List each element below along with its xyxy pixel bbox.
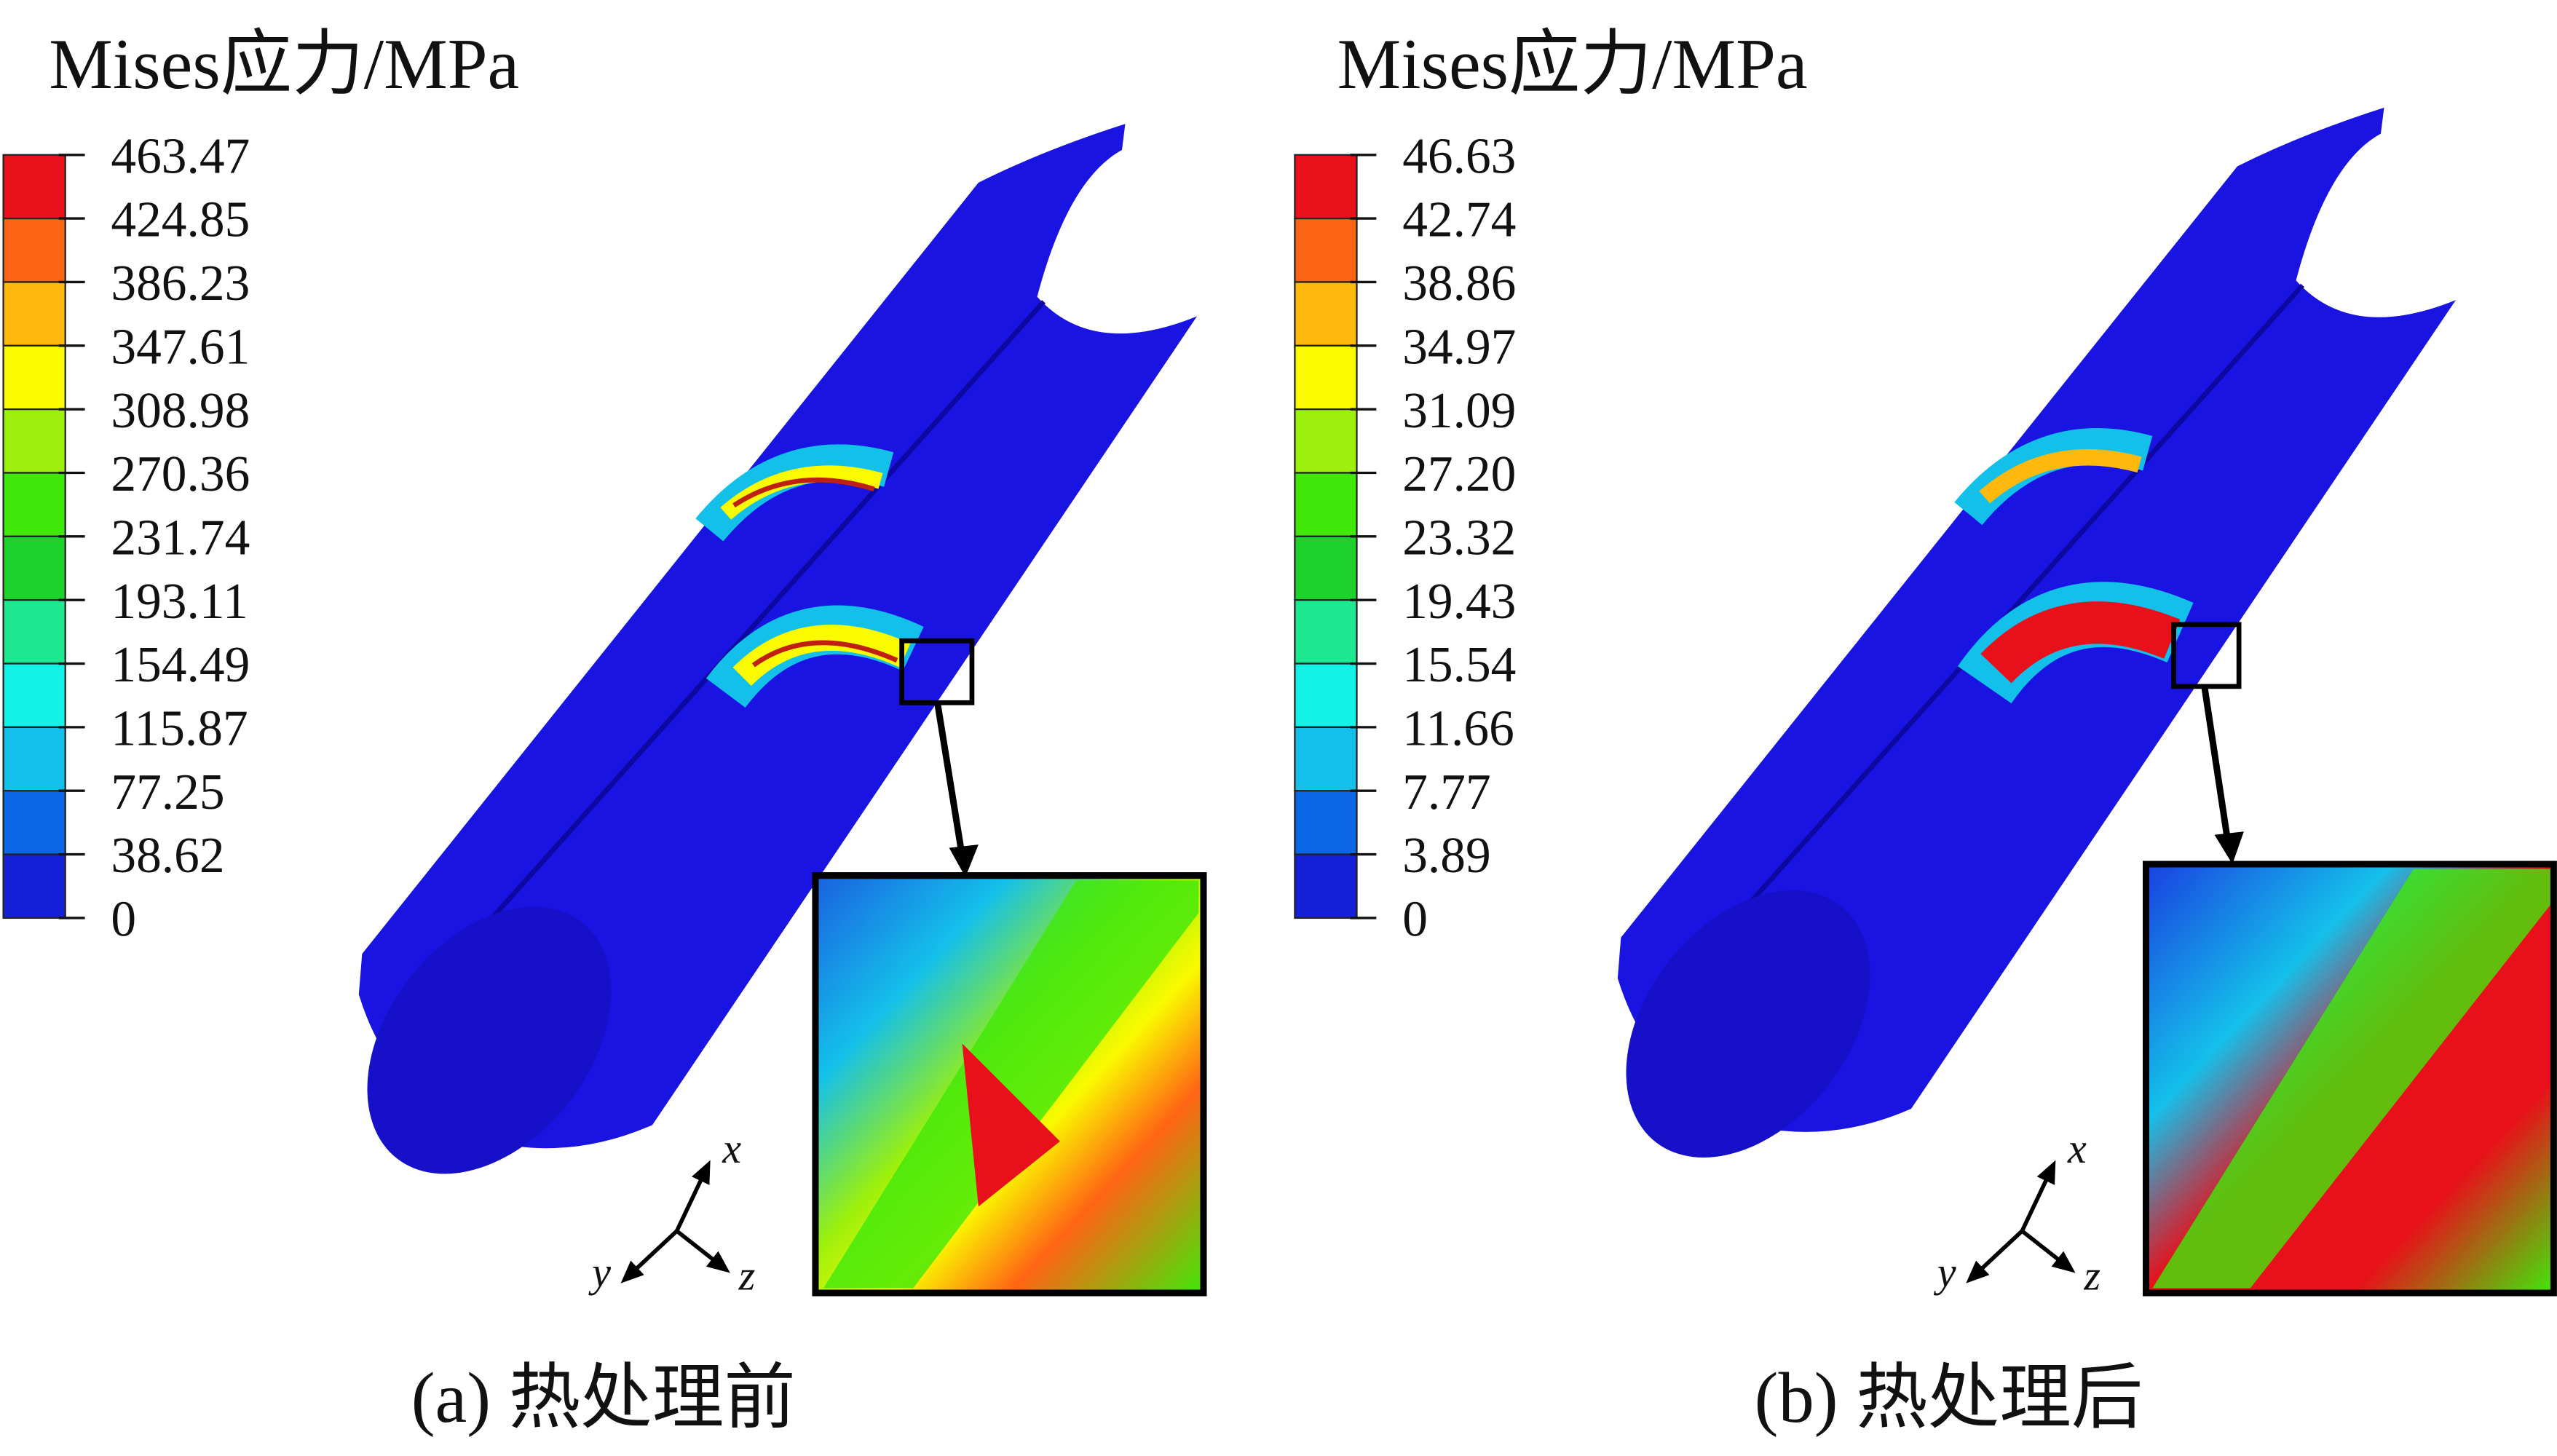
- legend-value: 31.09: [1402, 383, 1516, 439]
- legend-value: 0: [1402, 892, 1428, 948]
- color-legend: 463.47 424.85 386.23 347.61 308.98 270.36 231.…: [2, 128, 250, 948]
- detail-inset: [2143, 860, 2557, 1297]
- inset-edge: [2152, 869, 2550, 1289]
- stress-ring-lower-core: [1980, 601, 2181, 684]
- legend-value: 308.98: [111, 383, 250, 439]
- legend-band: [2, 535, 66, 601]
- axis-y-arrowhead: [620, 1260, 644, 1283]
- caption: (b) 热处理后: [1755, 1358, 2143, 1438]
- legend-value: 34.97: [1402, 319, 1516, 375]
- legend-value: 154.49: [111, 637, 250, 693]
- legend-value: 15.54: [1402, 637, 1516, 693]
- legend-band: [1294, 472, 1358, 537]
- legend-value: 77.25: [111, 764, 224, 820]
- axis-x-arrowhead: [692, 1160, 711, 1185]
- legend-band: [1294, 726, 1358, 792]
- legend-band: [1294, 662, 1358, 728]
- legend-band: [1294, 599, 1358, 665]
- inset-frame: [2143, 860, 2557, 1297]
- pipe: [1617, 107, 2457, 1158]
- legend-value: 38.62: [111, 828, 224, 884]
- legend-band: [2, 726, 66, 792]
- axis-triad: x y z: [1934, 1125, 2100, 1299]
- axis-z-arrowhead: [706, 1251, 730, 1273]
- legend-title: Mises应力/MPa: [49, 25, 519, 104]
- legend-band: [2, 472, 66, 537]
- pipe-end-face: [1626, 890, 1870, 1158]
- axis-x-label: x: [722, 1125, 741, 1172]
- legend-band: [1294, 217, 1358, 283]
- axis-x-arrowhead: [2036, 1160, 2056, 1185]
- legend-band: [1294, 790, 1358, 855]
- detail-arrow-head: [949, 844, 979, 877]
- legend-band: [1294, 281, 1358, 347]
- detail-arrow: [2201, 687, 2231, 841]
- legend-value: 270.36: [111, 446, 250, 502]
- color-legend: 46.63 42.74 38.86 34.97 31.09 27.20 23.32 19.43…: [1294, 128, 1516, 948]
- legend-band: [1294, 853, 1358, 919]
- legend-band: [1294, 344, 1358, 411]
- legend-value: 0: [111, 892, 136, 948]
- detail-inset: [812, 872, 1207, 1297]
- inset-frame: [812, 872, 1207, 1297]
- legend-value: 27.20: [1402, 446, 1516, 502]
- legend-band: [2, 790, 66, 855]
- axis-y-arrowhead: [1966, 1260, 1990, 1283]
- detail-marker-box: [2171, 622, 2242, 689]
- legend-band: [1294, 154, 1358, 220]
- axis-y-label: y: [1934, 1249, 1956, 1296]
- legend-band: [2, 154, 66, 220]
- legend-band: [2, 599, 66, 665]
- legend-value: 19.43: [1402, 574, 1516, 630]
- legend-value: 115.87: [111, 701, 248, 757]
- axis-y-label: y: [588, 1249, 611, 1296]
- legend-value: 463.47: [111, 128, 250, 184]
- panel-a: Mises应力/MPa 463.47 424.85 386.23 347.61 308.…: [2, 25, 1207, 1438]
- caption: (a) 热处理前: [411, 1358, 796, 1438]
- legend-value: 386.23: [111, 256, 250, 312]
- legend-value: 23.32: [1402, 510, 1516, 566]
- legend-value: 7.77: [1402, 764, 1490, 820]
- legend-value: 231.74: [111, 510, 250, 566]
- legend-value: 424.85: [111, 192, 250, 248]
- legend-band: [2, 408, 66, 474]
- stress-ring-lower-peak: [751, 640, 898, 668]
- legend-band: [2, 853, 66, 919]
- detail-arrow: [934, 703, 965, 857]
- legend-band: [1294, 535, 1358, 601]
- axis-triad: x y z: [588, 1125, 755, 1299]
- axis-z-arrowhead: [2051, 1251, 2076, 1273]
- detail-marker-box: [899, 638, 975, 705]
- pipe-end-face: [367, 906, 612, 1174]
- pipe-inner-groove: [1746, 283, 2304, 907]
- legend-value: 193.11: [111, 574, 248, 630]
- inset-edge: [823, 880, 1199, 1289]
- inset-hotspot: [962, 1043, 1060, 1207]
- pipe: [358, 124, 1198, 1174]
- legend-band: [1294, 408, 1358, 474]
- legend-value: 347.61: [111, 319, 250, 375]
- legend-value: 38.86: [1402, 256, 1516, 312]
- stress-ring-upper-peak: [732, 477, 875, 508]
- legend-band: [2, 217, 66, 283]
- pipe-inner-groove: [487, 300, 1046, 923]
- legend-band: [2, 281, 66, 347]
- axis-x-label: x: [2067, 1125, 2087, 1172]
- panel-b: Mises应力/MPa 46.63 42.74 38.86 34.97 31.09 27.…: [1294, 25, 2557, 1438]
- legend-value: 3.89: [1402, 828, 1490, 884]
- legend-title: Mises应力/MPa: [1337, 25, 1808, 104]
- legend-value: 42.74: [1402, 192, 1516, 248]
- legend-value: 46.63: [1402, 128, 1516, 184]
- stress-ring-upper-core: [1979, 449, 2142, 504]
- axis-z-label: z: [738, 1252, 756, 1299]
- legend-value: 11.66: [1402, 701, 1514, 757]
- legend-band: [2, 344, 66, 411]
- legend-band: [2, 662, 66, 728]
- axis-z-label: z: [2083, 1252, 2100, 1299]
- detail-arrow-head: [2214, 831, 2244, 865]
